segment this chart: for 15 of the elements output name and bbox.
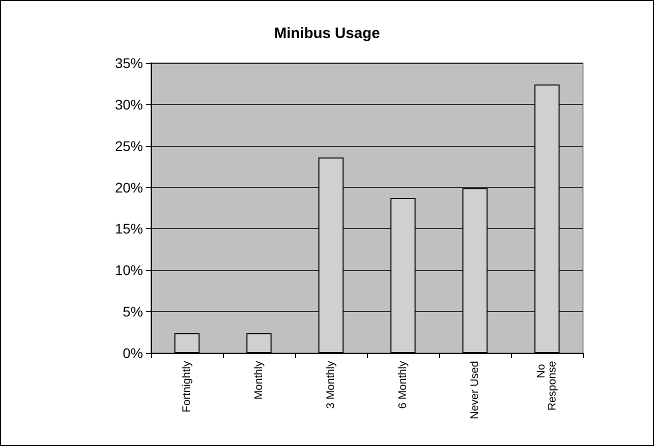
x-tick-label: 3 Monthly (325, 360, 337, 409)
y-tick-label: 10% (114, 262, 143, 278)
x-tick-label: Monthly (253, 360, 265, 400)
y-tick-label: 20% (114, 179, 143, 196)
x-tick-label: Fortnightly (181, 360, 193, 412)
x-tick-label: No Response (536, 361, 558, 411)
y-tick-label: 25% (114, 138, 143, 154)
y-tick-label: 15% (114, 220, 143, 237)
x-tick-label: 6 Monthly (397, 360, 409, 409)
y-tick-label: 35% (114, 55, 143, 71)
chart-title: Minibus Usage (274, 25, 380, 42)
y-tick-label: 0% (122, 345, 143, 361)
x-tick-label: Never Used (469, 361, 481, 420)
y-tick-label: 5% (122, 304, 143, 320)
y-tick-label: 30% (114, 96, 143, 112)
